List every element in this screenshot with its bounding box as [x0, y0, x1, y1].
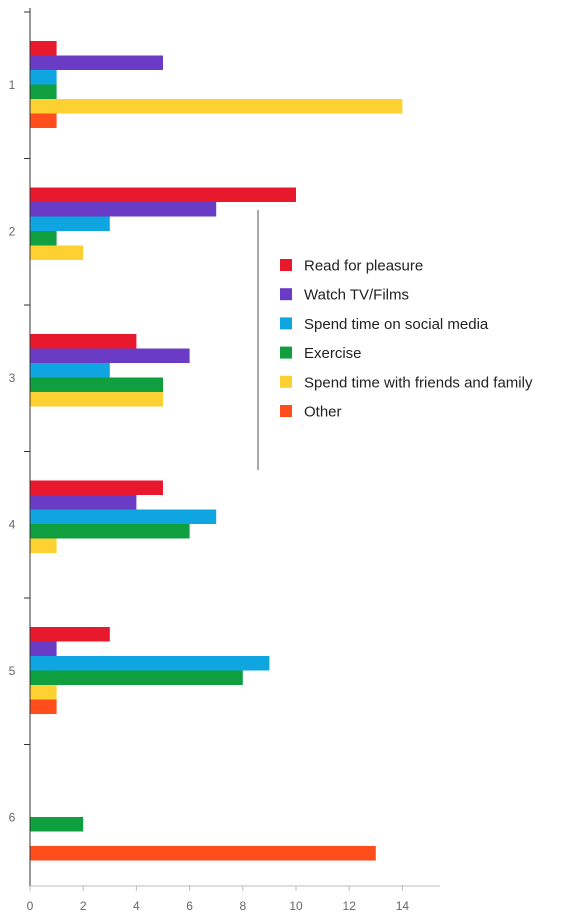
- bar-cat5-read-for-pleasure: [30, 627, 110, 642]
- bar-cat5-other: [30, 699, 57, 714]
- x-tick-label: 0: [27, 899, 34, 913]
- bar-cat3-read-for-pleasure: [30, 334, 137, 349]
- bar-cat2-exercise: [30, 231, 57, 246]
- y-tick-label: 3: [9, 371, 16, 385]
- bar-cat2-spend-time-with-friends-and-family: [30, 245, 84, 260]
- y-tick-label: 6: [9, 811, 16, 825]
- bar-cat4-watch-tv-films: [30, 495, 137, 510]
- legend-label: Spend time with friends and family: [304, 374, 533, 391]
- legend-swatch: [280, 288, 292, 301]
- x-tick-label: 14: [396, 899, 410, 913]
- x-tick-label: 6: [186, 899, 193, 913]
- bar-cat2-watch-tv-films: [30, 202, 217, 217]
- bar-cat5-watch-tv-films: [30, 641, 57, 656]
- bar-cat5-spend-time-on-social-media: [30, 656, 270, 671]
- bar-cat2-spend-time-on-social-media: [30, 216, 110, 231]
- y-tick-label: 2: [9, 225, 16, 239]
- x-tick-label: 8: [239, 899, 246, 913]
- x-tick-label: 2: [80, 899, 87, 913]
- bar-cat1-other: [30, 113, 57, 128]
- bar-cat6-exercise: [30, 817, 84, 832]
- legend-swatch: [280, 375, 292, 388]
- bar-cat2-read-for-pleasure: [30, 187, 296, 202]
- legend-label: Watch TV/Films: [304, 287, 409, 304]
- bar-cat4-spend-time-on-social-media: [30, 509, 217, 524]
- y-tick-label: 4: [9, 518, 16, 532]
- bars-layer: [30, 41, 403, 861]
- bar-cat4-spend-time-with-friends-and-family: [30, 538, 57, 553]
- bar-cat1-spend-time-with-friends-and-family: [30, 99, 403, 114]
- bar-cat1-spend-time-on-social-media: [30, 70, 57, 85]
- bar-cat4-exercise: [30, 524, 190, 539]
- bar-cat1-watch-tv-films: [30, 55, 163, 70]
- legend-swatch: [280, 346, 292, 359]
- x-tick-label: 10: [289, 899, 303, 913]
- bar-cat3-spend-time-with-friends-and-family: [30, 392, 163, 407]
- y-tick-label: 1: [9, 78, 16, 92]
- legend-label: Other: [304, 404, 342, 421]
- bar-cat3-exercise: [30, 377, 163, 392]
- bar-cat3-watch-tv-films: [30, 348, 190, 363]
- y-tick-label: 5: [9, 664, 16, 678]
- legend-swatch: [280, 317, 292, 330]
- legend-label: Read for pleasure: [304, 258, 423, 275]
- bar-cat1-read-for-pleasure: [30, 41, 57, 56]
- legend-swatch: [280, 405, 292, 417]
- legend-swatch: [280, 259, 292, 271]
- bar-cat5-exercise: [30, 670, 243, 685]
- bar-cat5-spend-time-with-friends-and-family: [30, 685, 57, 700]
- x-tick-label: 12: [343, 899, 357, 913]
- legend-label: Exercise: [304, 345, 362, 362]
- legend: Read for pleasure Watch TV/Films Spend tim…: [257, 210, 533, 470]
- legend-label: Spend time on social media: [304, 316, 489, 333]
- x-tick-label: 4: [133, 899, 140, 913]
- bar-cat6-other: [30, 846, 376, 861]
- bar-cat3-spend-time-on-social-media: [30, 363, 110, 378]
- bar-cat1-exercise: [30, 84, 57, 99]
- bar-cat4-read-for-pleasure: [30, 480, 163, 495]
